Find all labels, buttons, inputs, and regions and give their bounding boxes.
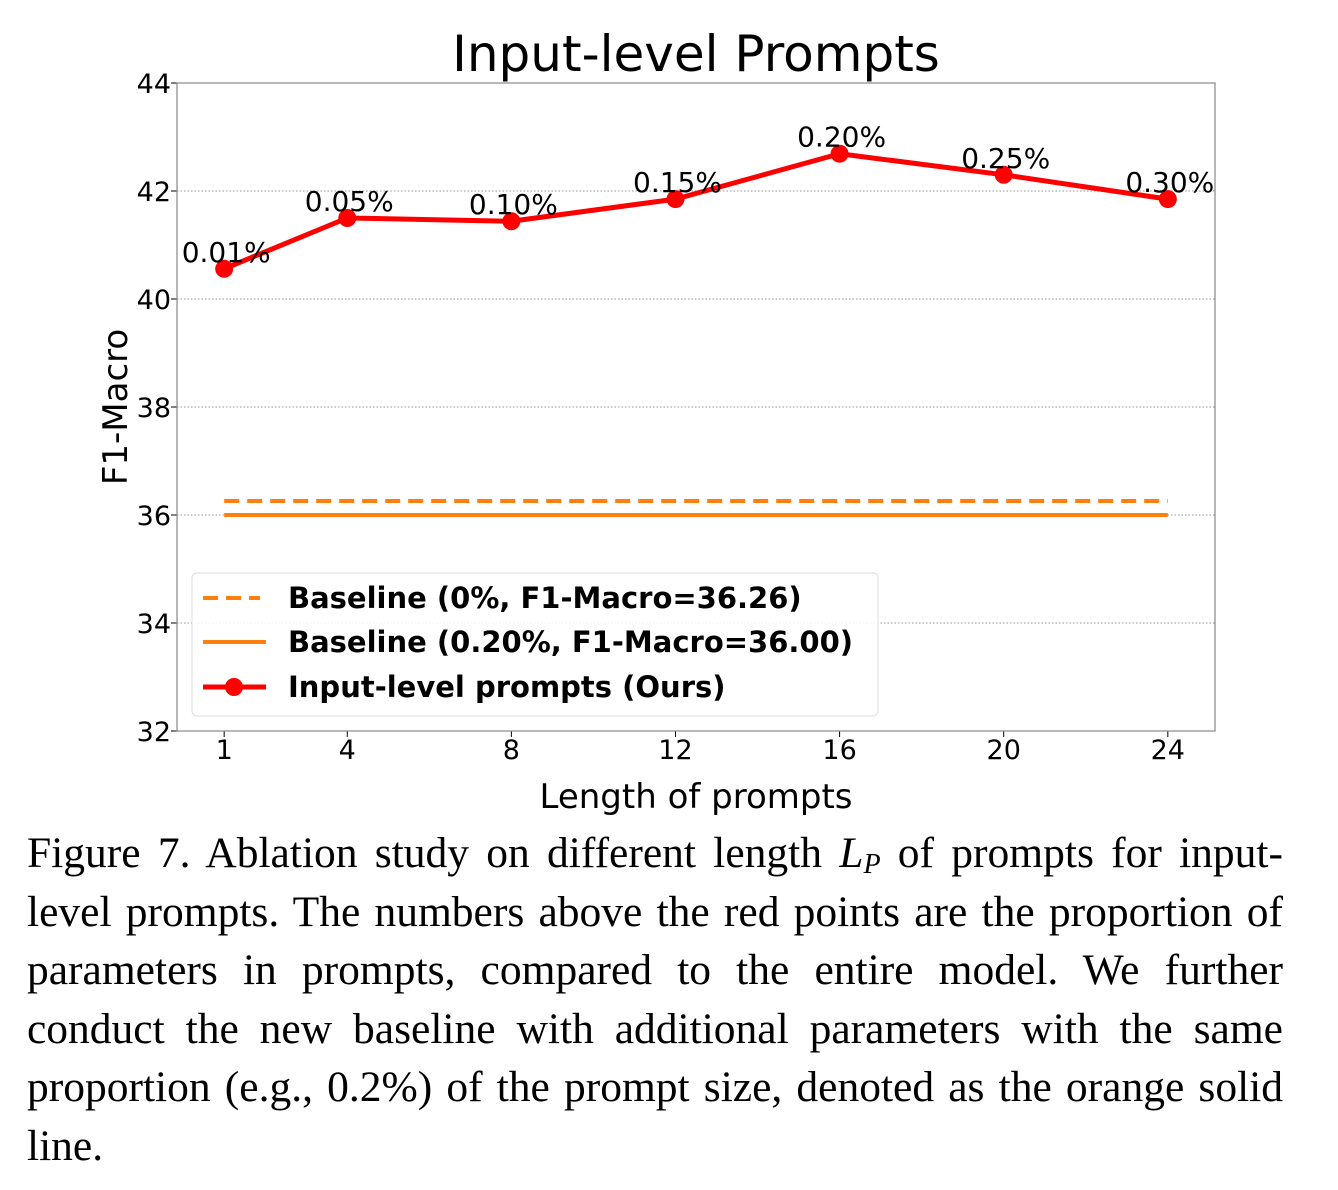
ours-point — [666, 190, 685, 209]
x-tick-label: 20 — [987, 735, 1021, 766]
x-tick-label: 16 — [822, 735, 856, 766]
y-tick-label: 44 — [137, 69, 171, 100]
figure-caption: Figure 7. Ablation study on different le… — [27, 824, 1283, 1175]
x-tick-label: 4 — [339, 735, 356, 766]
ours-point — [338, 209, 357, 227]
ours-point-label: 0.10% — [469, 188, 558, 221]
x-axis: 1 4 8 12 16 20 24 — [216, 731, 1185, 766]
ours-point-label: 0.25% — [961, 142, 1050, 175]
y-tick-label: 40 — [137, 285, 171, 316]
y-tick-label: 38 — [137, 393, 171, 424]
legend-marker-ours — [225, 678, 243, 696]
ours-point — [215, 259, 234, 278]
y-tick-label: 36 — [137, 501, 171, 532]
ours-point — [502, 212, 521, 231]
ours-point-label: 0.05% — [305, 185, 394, 218]
legend-box — [191, 572, 879, 717]
chart-title: Input-level Prompts — [452, 25, 940, 83]
ours-point — [1158, 190, 1177, 209]
ours-point — [994, 165, 1013, 184]
y-tick-label: 42 — [137, 177, 171, 208]
series-layer: 0.01% 0.05% 0.10% 0.15% 0.20% 0.25% 0.30% — [182, 121, 1214, 517]
chart: Input-level Prompts 32 34 36 38 40 42 44 1 4 8 12… — [96, 25, 1216, 817]
ours-point-label: 0.20% — [797, 121, 886, 154]
legend-label-ours: Input-level prompts (Ours) — [288, 670, 726, 704]
caption-prefix: Figure 7. Ablation study on different le… — [27, 829, 840, 877]
plot-frame — [176, 82, 1216, 732]
grid — [177, 190, 1215, 624]
x-tick-label: 12 — [658, 735, 692, 766]
y-axis-label: F1-Macro — [96, 329, 136, 485]
legend-label-baseline-020: Baseline (0.20%, F1-Macro=36.00) — [288, 625, 853, 659]
ours-point-label: 0.15% — [633, 166, 722, 199]
legend-label-baseline-0: Baseline (0%, F1-Macro=36.26) — [288, 581, 802, 615]
ours-point-label: 0.30% — [1125, 166, 1214, 199]
caption-math-sub: P — [863, 849, 881, 880]
x-tick-label: 24 — [1151, 735, 1185, 766]
ours-point-label: 0.01% — [182, 236, 271, 269]
x-tick-label: 1 — [216, 735, 233, 766]
caption-suffix: of prompts for input-level prompts. The … — [27, 829, 1283, 1170]
y-tick-label: 34 — [137, 609, 171, 640]
legend: Baseline (0%, F1-Macro=36.26) Baseline (… — [191, 572, 879, 717]
y-axis: 32 34 36 38 40 42 44 — [137, 69, 177, 748]
ours-point — [830, 144, 849, 163]
x-tick-label: 8 — [503, 735, 520, 766]
x-axis-label: Length of prompts — [539, 777, 852, 817]
y-tick-label: 32 — [137, 717, 171, 748]
caption-math-var: L — [839, 829, 864, 877]
